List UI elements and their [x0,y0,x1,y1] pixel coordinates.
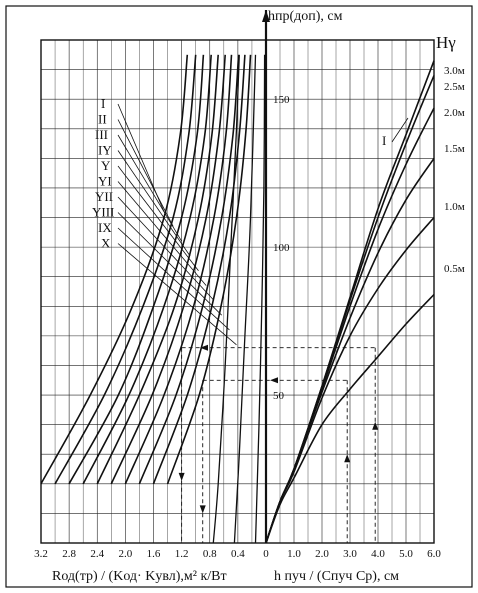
left-x-tick-label: 2.0 [119,548,133,560]
left-curve-ii [54,54,197,485]
axis-arrow-up [262,10,270,22]
leader-line-ix [117,227,230,331]
left-x-tick-label: 0.8 [203,548,217,560]
left-x-tick-label: 3.2 [34,548,48,560]
leader-line-ii [117,119,174,227]
left-curve-ix [152,54,246,485]
leader-line-y [117,165,199,272]
plot-frames [5,5,473,588]
leader-line-yi [117,181,207,286]
example-left-arrow [200,344,208,351]
left-curve-i [40,54,189,485]
left-curve-unlabeled-10 [254,54,266,544]
left-curve-yii [124,54,233,485]
grid-lines [40,39,435,544]
left-curve-yiii [138,54,240,485]
right-x-tick-label: 4.0 [371,548,385,560]
example-up-arrow [372,421,379,430]
chart-labels: hпр(доп), см Hγ Rод(тр) / (Kод· Kувл),м²… [52,9,456,584]
tick-labels: 3.2 2.8 2.4 2.0 1.6 1.2 0.8 0.4 0 1.0 2.0 3.0 4.0 5.0… [34,94,441,560]
leader-line-iii [117,134,182,242]
right-x-tick-label: 5.0 [399,548,413,560]
curve-label-ix: IX [98,220,112,235]
example-up-arrow [344,454,351,463]
example-dashed-path [178,344,379,543]
left-x-tick-label: 0.4 [231,548,245,560]
curve-annotation-I: I [382,133,386,148]
y-tick-label: 100 [273,242,290,254]
curve-label-x: X [101,236,111,251]
left-curve-x [166,54,252,485]
series-labels: 3.0м2.5м2.0м1.5м1.0м0.5мIIIIIIIYYYIYIIYI… [92,65,465,346]
example-left-arrow [270,377,278,384]
leader-line-right-i [391,117,409,143]
legend-title: Hγ [436,33,456,52]
curve-label-ii: II [98,112,107,127]
y-tick-label: 150 [273,94,290,106]
left-x-tick-label: 1.6 [147,548,161,560]
left-x-tick-label: 2.8 [62,548,76,560]
curve-label-i: I [101,96,105,111]
series-label-2.0: 2.0м [444,107,465,119]
leader-line-x [117,243,237,346]
left-panel-curves [40,54,266,544]
left-x-tick-label: 2.4 [90,548,104,560]
curve-label-iy: IY [98,143,112,158]
y-axis-label: hпр(доп), см [268,9,343,24]
curve-label-yi: YI [98,174,112,189]
series-label-1.0: 1.0м [444,201,465,213]
leader-line-iy [117,150,191,257]
leader-line-yiii [117,212,222,316]
right-x-tick-label: 6.0 [427,548,441,560]
series-label-0.5: 0.5м [444,263,465,275]
left-curve-y [96,54,219,485]
right-x-tick-label: 1.0 [287,548,301,560]
left-x-tick-label: 1.2 [175,548,189,560]
leader-line-yii [117,196,215,301]
example-down-arrow [178,472,185,481]
curve-label-yiii: YIII [92,205,114,220]
series-label-2.5: 2.5м [444,81,465,93]
left-curve-iii [68,54,205,485]
left-curve-iy [82,54,212,485]
series-label-1.5: 1.5м [444,143,465,155]
curve-label-y: Y [101,158,111,173]
right-x-tick-label: 3.0 [343,548,357,560]
right-curve-1.0 [265,216,435,544]
right-x-tick-label: 2.0 [315,548,329,560]
left-x-axis-label: Rод(тр) / (Kод· Kувл),м² к/Вт [52,569,227,584]
right-curve-0.5 [265,293,435,544]
right-x-axis-label: h пуч / (Cпуч Cp), см [274,569,399,584]
curve-label-iii: III [95,127,108,142]
left-x-tick-label: 0 [263,548,269,560]
outer-border [5,5,473,588]
plot-frame [40,39,435,544]
y-tick-label: 50 [273,390,285,402]
right-panel-curves [265,60,435,544]
left-curve-unlabeled-12 [212,54,240,544]
left-curve-unlabeled-11 [233,54,257,544]
series-label-3.0: 3.0м [444,65,465,77]
example-down-arrow [199,505,206,514]
curve-label-yii: YII [95,189,113,204]
